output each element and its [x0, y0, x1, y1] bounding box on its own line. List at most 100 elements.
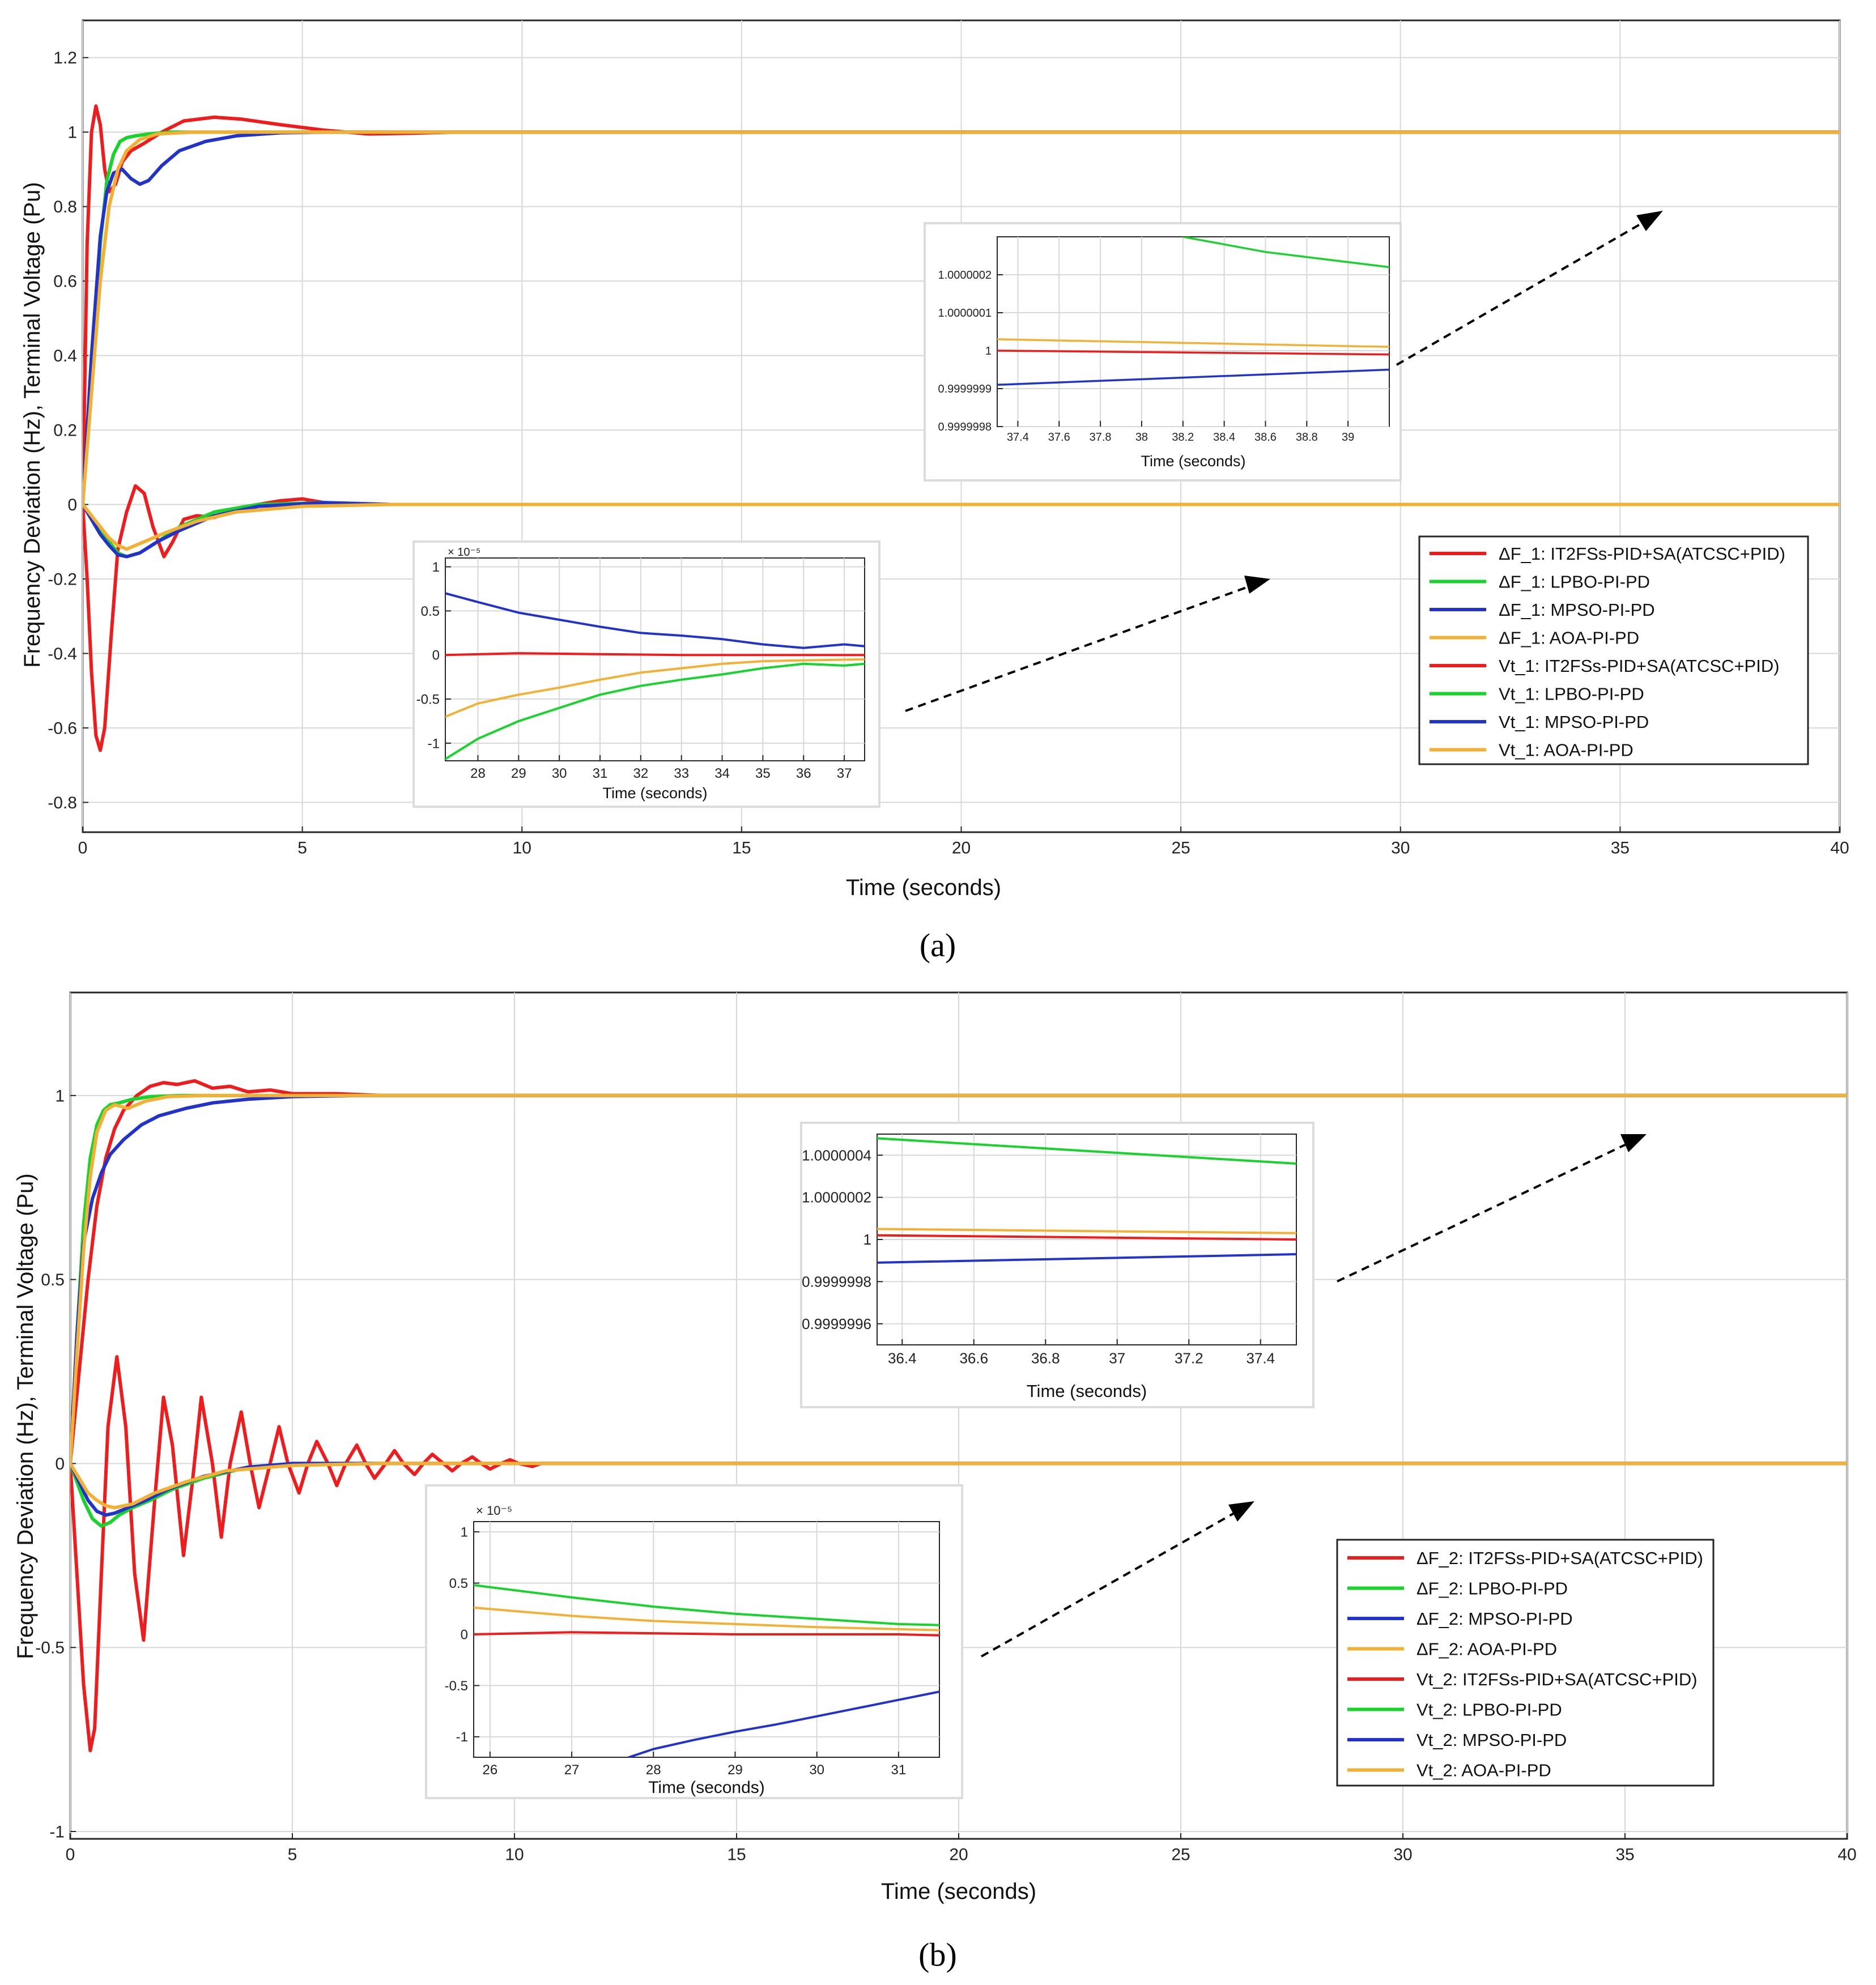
inset-b-frequency-xtick-label: 29	[728, 1762, 743, 1778]
inset-a-frequency-xtick-label: 37	[837, 766, 852, 781]
legend-entry: Vt_1: AOA-PI-PD	[1499, 740, 1633, 760]
inset-a-frequency-ytick-label: 0.5	[421, 604, 440, 619]
inset-b-voltage-xtick-label: 36.4	[888, 1350, 917, 1367]
panel-b-xtick-label: 10	[505, 1846, 524, 1864]
panel-a-lines	[83, 104, 1840, 752]
inset-b-frequency-ytick-label: -1	[456, 1730, 468, 1745]
panel-b-arrow-lower	[981, 1511, 1236, 1658]
legend-entry: Vt_2: LPBO-PI-PD	[1416, 1700, 1562, 1720]
panel-b-ticks: 0 5 10 15 20 25 30 35 40-1-0.500.51	[35, 1087, 1856, 1864]
legend-entry: Vt_1: MPSO-PI-PD	[1499, 712, 1649, 732]
panel-a-ytick-label: 0	[67, 496, 77, 514]
panel-b-series-line-orange	[70, 1093, 1847, 1466]
panel-b-label: (b)	[918, 1936, 957, 1973]
inset-b-frequency-xtick-label: 27	[564, 1762, 580, 1778]
inset-b-voltage-xtick-label: 36.8	[1031, 1350, 1060, 1367]
inset-b-frequency-xtick-label: 26	[482, 1762, 497, 1778]
inset-b-voltage: 36.4 36.6 36.8 37 37.2 37.4 0.9999996 0.9999998…	[800, 1122, 1315, 1408]
panel-b: 0 5 10 15 20 25 30 35 40-1-0.500.51 Time (second…	[13, 991, 1857, 1973]
panel-b-xtick-label: 5	[288, 1846, 297, 1864]
inset-a-frequency-ytick-label: -0.5	[416, 692, 440, 707]
panel-a-label: (a)	[920, 927, 956, 964]
inset-b-voltage-xtick-label: 37.4	[1246, 1350, 1275, 1367]
panel-a-ytick-label: 0.2	[53, 421, 77, 440]
inset-a-frequency-series-line-green	[445, 662, 865, 760]
legend-entry: Vt_2: MPSO-PI-PD	[1416, 1730, 1567, 1750]
panel-a-ytick-label: 1.2	[53, 49, 77, 67]
inset-a-voltage-series-line-red	[997, 350, 1389, 356]
inset-b-voltage-xtick-label: 36.6	[959, 1350, 988, 1367]
inset-a-voltage-ytick-label: 0.9999998	[938, 421, 992, 433]
inset-a-frequency-xtick-label: 31	[593, 766, 608, 781]
panel-a-legend: ΔF_1: IT2FSs-PID+SA(ATCSC+PID) ΔF_1: LPBO…	[1418, 535, 1809, 765]
inset-b-frequency-xlabel: Time (seconds)	[648, 1778, 765, 1797]
inset-a-voltage-xtick-label: 37.4	[1007, 431, 1029, 444]
panel-b-ylabel: Frequency Deviation (Hz), Terminal Volta…	[13, 1173, 38, 1659]
panel-b-arrowhead-upper	[1620, 1134, 1647, 1152]
panel-a-ytick-label: 0.6	[53, 272, 77, 291]
panel-a-xtick-label: 40	[1830, 839, 1849, 858]
inset-b-frequency-series-line-blue	[628, 1690, 939, 1757]
inset-a-frequency-xlabel: Time (seconds)	[602, 785, 707, 802]
inset-a-voltage-ytick-label: 1.0000002	[938, 269, 992, 282]
inset-a-voltage-xtick-label: 37.6	[1048, 431, 1070, 444]
panel-b-xtick-label: 25	[1171, 1846, 1190, 1864]
panel-b-xtick-label: 30	[1393, 1846, 1412, 1864]
panel-b-ytick-label: 0	[55, 1455, 65, 1473]
inset-b-frequency-series-line-red	[474, 1631, 939, 1637]
inset-b-voltage-series-line-green	[877, 1137, 1296, 1165]
inset-b-frequency-ytick-label: 0.5	[449, 1576, 468, 1591]
panel-a-arrowhead-upper	[1636, 211, 1663, 231]
panel-b-series-line-red	[70, 1079, 1847, 1466]
inset-b-voltage-xlabel: Time (seconds)	[1027, 1381, 1147, 1401]
panel-b-xlabel: Time (seconds)	[881, 1879, 1036, 1904]
inset-b-voltage-xtick-label: 37	[1109, 1350, 1125, 1367]
panel-a-xtick-label: 0	[78, 839, 88, 858]
panel-b-xtick-label: 35	[1615, 1846, 1634, 1864]
panel-b-arrowhead-lower	[1228, 1501, 1254, 1522]
inset-a-voltage-series-line-blue	[997, 368, 1389, 386]
inset-b-frequency-ytick-label: -0.5	[445, 1679, 468, 1694]
inset-b-frequency-series-line-green	[474, 1584, 939, 1626]
inset-b-voltage-xtick-label: 37.2	[1175, 1350, 1203, 1367]
inset-a-voltage-xtick-label: 38	[1135, 431, 1148, 444]
inset-a-voltage-ytick-label: 1.0000001	[938, 307, 992, 320]
legend-entry: ΔF_1: MPSO-PI-PD	[1499, 600, 1655, 620]
inset-b-frequency-series-line-orange	[474, 1606, 939, 1632]
inset-a-voltage-ytick-label: 1	[985, 345, 992, 357]
inset-a-frequency-xtick-label: 30	[552, 766, 567, 781]
panel-b-ytick-label: 1	[55, 1087, 65, 1105]
panel-b-legend: ΔF_2: IT2FSs-PID+SA(ATCSC+PID) ΔF_2: LPBO…	[1336, 1539, 1715, 1787]
inset-b-frequency-xtick-label: 28	[646, 1762, 661, 1778]
inset-b-voltage-ytick-label: 1.0000002	[802, 1189, 871, 1206]
panel-b-ytick-label: -1	[49, 1823, 65, 1842]
panel-a-xtick-label: 25	[1171, 839, 1190, 858]
panel-b-xtick-label: 20	[949, 1846, 968, 1864]
legend-entry: Vt_1: LPBO-PI-PD	[1499, 684, 1644, 704]
inset-a-voltage-plot	[997, 236, 1390, 427]
inset-a-frequency-exponent: × 10⁻⁵	[448, 546, 480, 559]
panel-a-ytick-label: -0.6	[48, 719, 77, 738]
inset-b-voltage-series-line-orange	[877, 1228, 1296, 1234]
inset-a-voltage-xtick-label: 39	[1342, 431, 1354, 444]
inset-b-voltage-ytick-label: 0.9999996	[802, 1315, 871, 1332]
inset-a-voltage: 37.4 37.6 37.8 38 38.2 38.4 38.6 38.8 39 0.999999…	[924, 222, 1402, 482]
inset-a-frequency-ytick-label: -1	[428, 736, 440, 751]
legend-entry: Vt_2: IT2FSs-PID+SA(ATCSC+PID)	[1416, 1669, 1698, 1689]
inset-a-frequency-xtick-label: 34	[714, 766, 730, 781]
panel-a-series-line-blue	[83, 501, 1840, 559]
panel-a-xtick-label: 30	[1391, 839, 1410, 858]
inset-a-frequency: 28 29 30 31 32 33 34 35 36 37 -1 -0.5 0 0.5 1 Time (se…	[412, 540, 880, 808]
inset-a-frequency-xtick-label: 36	[796, 766, 811, 781]
panel-a-arrow-lower	[905, 585, 1252, 712]
panel-a-xtick-label: 15	[732, 839, 751, 858]
inset-b-frequency-ytick-label: 1	[461, 1524, 468, 1540]
inset-b-frequency-ytick-label: 0	[461, 1627, 468, 1642]
inset-a-frequency-ytick-label: 0	[432, 648, 440, 663]
panel-b-ytick-label: -0.5	[35, 1639, 65, 1658]
panel-a-ytick-label: -0.4	[48, 645, 77, 663]
inset-a-frequency-xtick-label: 29	[511, 766, 526, 781]
inset-b-voltage-ytick-label: 1.0000004	[802, 1147, 871, 1164]
panel-a-series-line-orange	[83, 130, 1840, 506]
panel-b-series-line-orange	[70, 1462, 1847, 1510]
